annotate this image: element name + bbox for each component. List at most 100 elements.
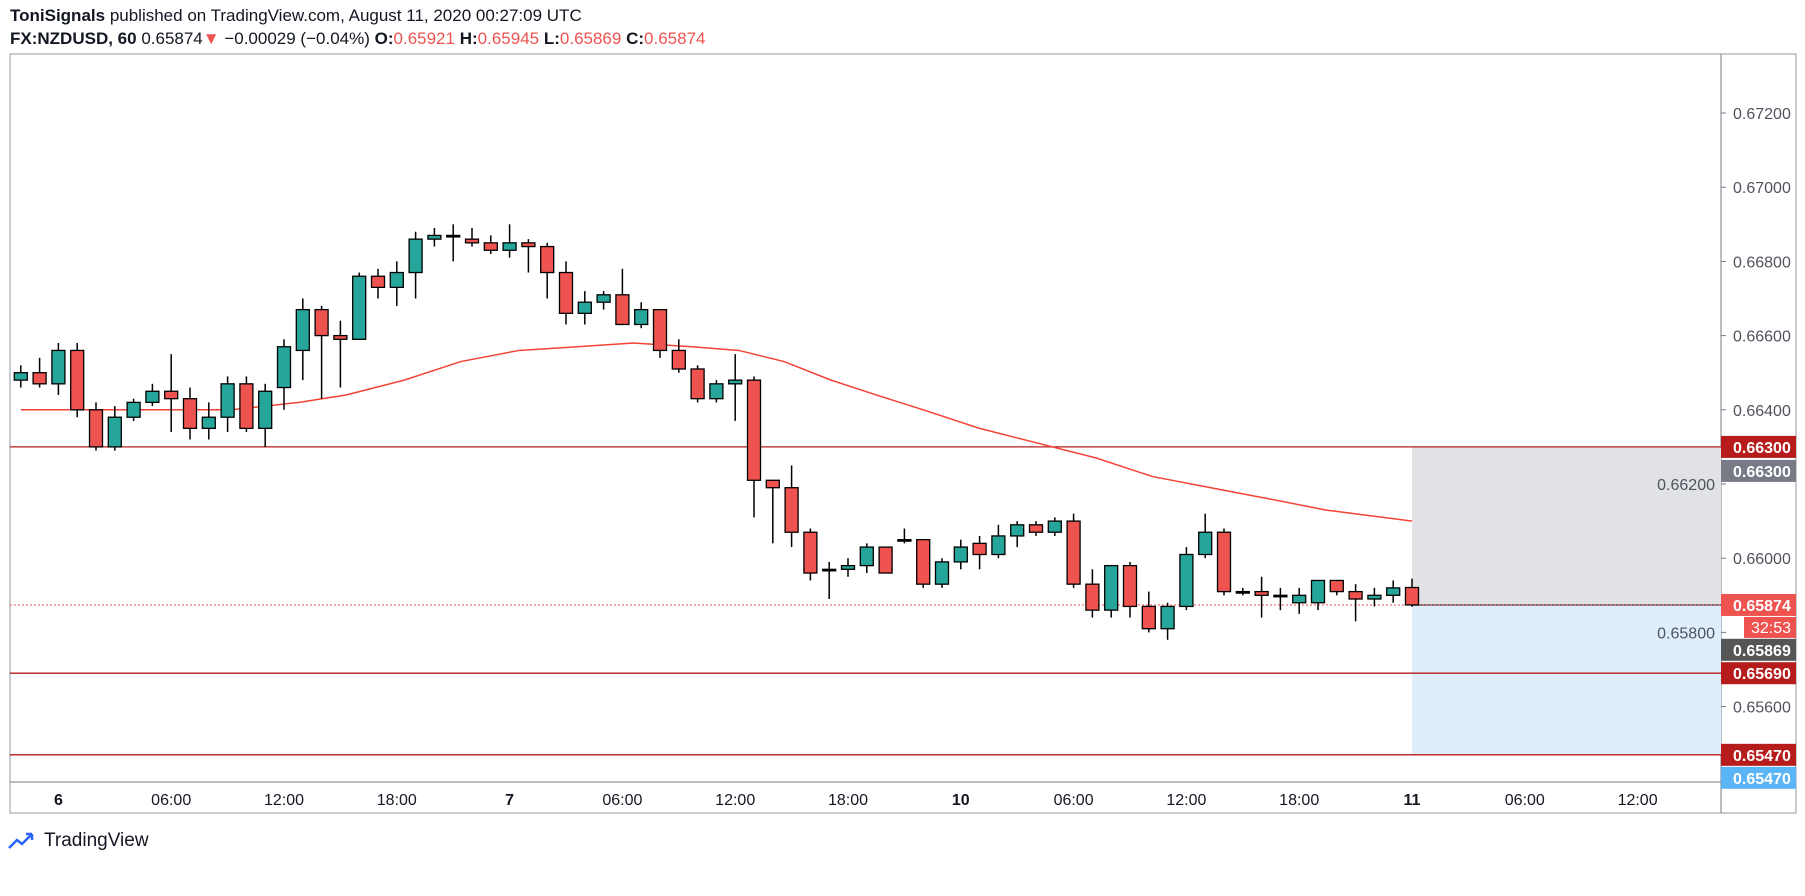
bullish-candle <box>1010 524 1025 537</box>
bullish-candle <box>897 539 912 542</box>
bearish-candle <box>1329 579 1344 593</box>
logo-text: TradingView <box>44 830 149 851</box>
bearish-candle <box>1085 583 1100 611</box>
open-label: O: <box>374 29 394 48</box>
bearish-candle <box>972 542 987 556</box>
bullish-candle <box>201 416 216 430</box>
bullish-candle <box>822 568 837 572</box>
open-value: 0.65921 <box>393 29 455 48</box>
bullish-candle <box>1273 594 1288 598</box>
high-label: H: <box>459 29 478 48</box>
bullish-candle <box>840 564 856 570</box>
bullish-candle <box>276 346 292 389</box>
bullish-candle <box>295 308 310 352</box>
time-tick-label: 6 <box>54 792 63 809</box>
time-tick-label: 06:00 <box>1054 792 1094 809</box>
bearish-candle <box>540 245 555 274</box>
bullish-candle <box>352 275 367 340</box>
bullish-candle <box>859 546 874 567</box>
bullish-candle <box>1160 605 1175 630</box>
bullish-candle <box>107 416 122 448</box>
close-value: 0.65874 <box>644 29 706 48</box>
stop-loss-zone <box>1412 446 1721 605</box>
close-label: C: <box>626 29 645 48</box>
price-tick-label: 0.66400 <box>1733 403 1791 420</box>
bullish-candle <box>446 234 461 238</box>
bearish-candle <box>314 308 329 337</box>
time-tick-label: 12:00 <box>1618 792 1658 809</box>
symbol-title: FX:NZDUSD, 60 <box>10 29 137 48</box>
bullish-candle <box>1179 553 1194 608</box>
price-tick-label: 0.66600 <box>1733 329 1791 346</box>
tradingview-logo[interactable]: TradingView <box>8 830 149 852</box>
level-price-label: 0.65470 <box>1733 748 1791 765</box>
time-tick-label: 11 <box>1404 792 1421 809</box>
time-tick-label: 06:00 <box>602 792 642 809</box>
bearish-candle <box>32 372 47 385</box>
bearish-candle <box>1348 590 1363 600</box>
time-tick-label: 18:00 <box>828 792 868 809</box>
level-price-label-bg <box>1721 435 1796 458</box>
bullish-candle <box>596 294 611 303</box>
bearish-candle <box>1028 524 1044 533</box>
level-price-label: 0.65690 <box>1733 666 1791 683</box>
bearish-candle <box>558 271 574 314</box>
price-tick-label: 0.65600 <box>1733 700 1791 717</box>
moving-average-line <box>20 342 1413 522</box>
bullish-candle <box>1047 520 1062 533</box>
countdown-bg <box>1744 616 1796 638</box>
bullish-candle <box>1235 590 1250 594</box>
bearish-candle <box>521 242 536 248</box>
bearish-candle <box>671 349 686 370</box>
bullish-candle <box>934 561 950 585</box>
bullish-candle <box>51 349 66 385</box>
low-price-label: 0.65869 <box>1733 643 1791 660</box>
bullish-candle <box>1104 564 1119 611</box>
last-price-label: 0.65874 <box>1733 598 1791 615</box>
bearish-candle <box>615 294 630 326</box>
bullish-candle <box>258 390 273 429</box>
level-price-label: 0.66300 <box>1733 440 1791 457</box>
bullish-candle <box>953 546 968 563</box>
bearish-candle <box>1404 586 1420 606</box>
price-tick-label: 0.66000 <box>1733 551 1791 568</box>
take-profit-zone <box>1412 604 1721 755</box>
bearish-candle <box>746 379 762 481</box>
time-tick-label: 12:00 <box>264 792 304 809</box>
bullish-candle <box>427 234 442 240</box>
bullish-candle <box>1386 587 1401 596</box>
level-price-label-bg <box>1721 662 1796 685</box>
stop-price-label-bg <box>1721 459 1796 482</box>
bearish-candle <box>239 383 254 429</box>
publish-info: ToniSignals published on TradingView.com… <box>10 6 582 26</box>
bearish-candle <box>182 398 198 430</box>
last-price-label-bg <box>1721 593 1796 616</box>
price-change: −0.00029 (−0.04%) <box>224 29 370 48</box>
published-text: published on TradingView.com, August 11,… <box>109 6 582 25</box>
low-label: L: <box>543 29 560 48</box>
level-price-label-bg <box>1721 743 1796 766</box>
bullish-candle <box>634 308 649 326</box>
bearish-candle <box>1216 531 1232 593</box>
price-tick-label: 0.65800 <box>1657 625 1715 642</box>
time-tick-label: 10 <box>952 792 970 809</box>
target-price-label: 0.65470 <box>1733 771 1791 788</box>
bullish-candle <box>577 301 592 314</box>
time-tick-label: 7 <box>505 792 514 809</box>
bullish-candle <box>13 372 28 381</box>
author-name[interactable]: ToniSignals <box>10 6 106 25</box>
time-tick-label: 12:00 <box>1166 792 1206 809</box>
bearish-candle <box>916 539 931 585</box>
last-price: 0.65874 <box>141 29 203 48</box>
target-price-label-bg <box>1721 766 1796 789</box>
time-tick-label: 18:00 <box>377 792 417 809</box>
bullish-candle <box>1292 594 1307 604</box>
tradingview-logo-icon <box>8 832 34 849</box>
bearish-candle <box>333 334 348 340</box>
price-tick-label: 0.67200 <box>1733 106 1791 123</box>
bullish-candle <box>1310 579 1326 604</box>
bullish-candle <box>991 535 1006 556</box>
low-price-label-bg <box>1721 638 1796 661</box>
bearish-candle <box>1122 564 1138 608</box>
